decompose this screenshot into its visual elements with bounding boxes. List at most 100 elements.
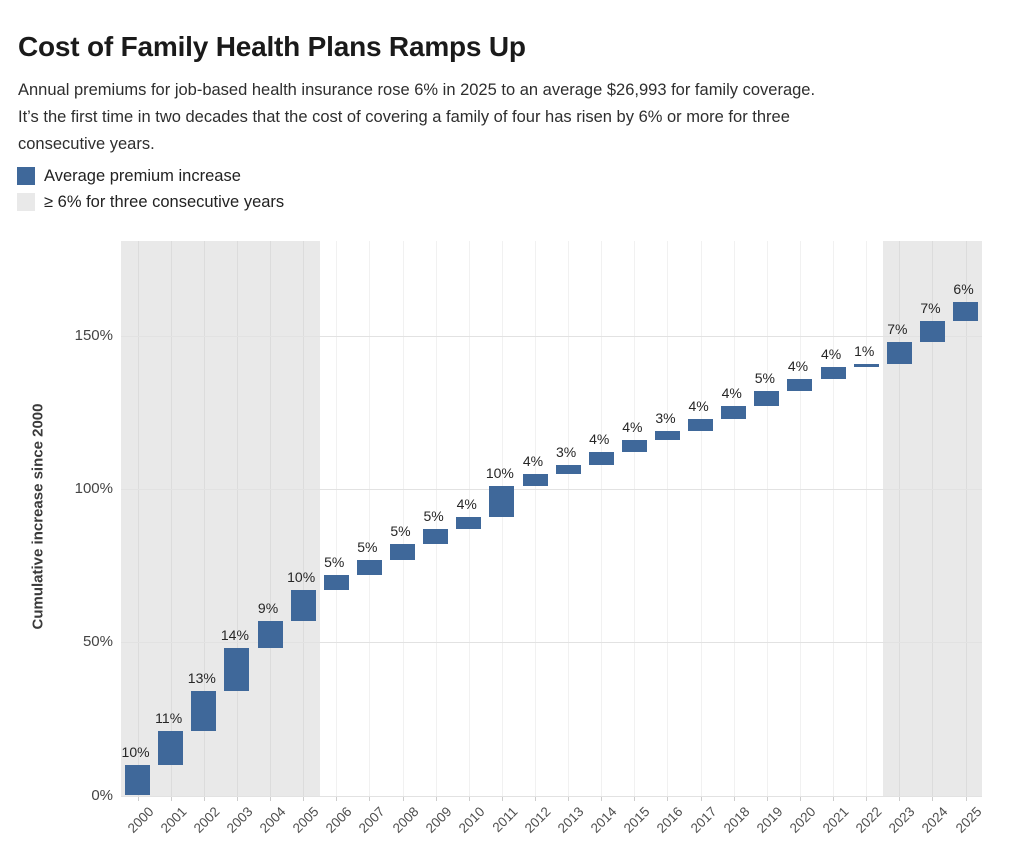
x-tick-mark — [303, 796, 305, 801]
x-tick-mark — [501, 796, 503, 801]
bar-2023 — [886, 342, 912, 364]
bar-value-label: 5% — [390, 523, 411, 540]
highlight-band — [121, 241, 320, 796]
bar-2006 — [323, 574, 349, 591]
vertical-gridline — [402, 241, 404, 796]
subtitle-line-2: It’s the first time in two decades that … — [18, 107, 790, 126]
bar-value-label: 4% — [589, 431, 610, 448]
x-tick-mark — [568, 796, 570, 801]
bar-value-label: 4% — [456, 495, 477, 512]
vertical-gridline — [535, 241, 536, 796]
bar-2007 — [356, 559, 382, 575]
legend: Average premium increase ≥ 6% for three … — [17, 163, 284, 215]
y-tick-label: 0% — [91, 786, 113, 804]
vertical-gridline — [203, 241, 205, 796]
x-tick-mark — [137, 796, 139, 801]
x-tick-mark — [468, 796, 470, 801]
legend-item-consecutive-years: ≥ 6% for three consecutive years — [17, 189, 284, 215]
bar-value-label: 7% — [887, 321, 908, 338]
vertical-gridline — [634, 241, 636, 796]
subtitle: Annual premiums for job-based health ins… — [18, 77, 1018, 158]
y-tick-label: 100% — [74, 480, 113, 498]
x-tick-mark — [700, 796, 702, 801]
x-tick-mark — [634, 796, 636, 801]
x-tick-mark — [170, 796, 172, 801]
vertical-gridline — [501, 241, 503, 796]
bar-2001 — [158, 731, 184, 765]
vertical-gridline — [568, 241, 570, 796]
x-tick-mark — [203, 796, 205, 801]
vertical-gridline — [799, 241, 801, 796]
bar-2018 — [721, 406, 747, 419]
x-tick-mark — [601, 796, 603, 801]
bar-value-label: 4% — [522, 452, 544, 469]
bar-2017 — [688, 418, 714, 431]
bar-2021 — [820, 366, 846, 379]
bar-value-label: 5% — [754, 370, 775, 387]
vertical-gridline — [435, 241, 437, 796]
bar-2015 — [621, 440, 647, 453]
x-tick-mark — [402, 796, 404, 801]
subtitle-line-3: consecutive years. — [18, 134, 155, 153]
bar-2014 — [588, 452, 614, 465]
bar-2012 — [522, 473, 548, 487]
vertical-gridline — [170, 241, 172, 796]
x-tick-mark — [799, 796, 801, 801]
x-tick-mark — [866, 796, 868, 801]
x-tick-mark — [932, 796, 934, 801]
legend-item-premium-increase: Average premium increase — [17, 163, 284, 189]
x-tick-mark — [435, 796, 437, 801]
vertical-gridline — [866, 241, 868, 796]
page-title: Cost of Family Health Plans Ramps Up — [18, 30, 526, 62]
y-axis-title: Cumulative increase since 2000 — [29, 403, 47, 630]
x-tick-mark — [270, 796, 272, 801]
x-tick-mark — [766, 796, 768, 801]
x-tick-mark — [965, 796, 967, 801]
bar-value-label: 4% — [622, 419, 643, 436]
bar-value-label: 5% — [357, 538, 378, 555]
bar-value-label: 4% — [688, 397, 709, 414]
x-tick-mark — [899, 796, 901, 801]
bar-2025 — [953, 302, 979, 321]
bar-value-label: 10% — [121, 743, 150, 760]
bar-2019 — [754, 391, 780, 407]
bar-value-label: 3% — [655, 410, 676, 426]
bar-value-label: 4% — [721, 385, 742, 402]
bar-2005 — [290, 590, 316, 621]
horizontal-gridline — [121, 795, 983, 797]
bar-value-label: 6% — [953, 281, 974, 298]
vertical-gridline — [601, 241, 603, 796]
vertical-gridline — [336, 241, 338, 796]
vertical-gridline — [733, 241, 735, 796]
x-tick-mark — [535, 796, 536, 801]
bar-value-label: 3% — [555, 443, 577, 460]
bar-2008 — [390, 544, 416, 560]
bar-2022 — [853, 363, 879, 367]
x-tick-mark — [667, 796, 669, 801]
vertical-gridline — [236, 241, 238, 796]
legend-label: Average premium increase — [44, 166, 241, 185]
bar-value-label: 11% — [155, 710, 183, 727]
vertical-gridline — [303, 241, 305, 796]
bar-value-label: 9% — [257, 599, 279, 616]
bar-value-label: 4% — [820, 345, 842, 362]
x-tick-mark — [833, 796, 835, 801]
y-tick-label: 50% — [82, 633, 113, 651]
bar-2011 — [489, 486, 515, 517]
vertical-gridline — [700, 241, 702, 796]
bar-2004 — [257, 620, 283, 649]
subtitle-line-1: Annual premiums for job-based health ins… — [18, 80, 816, 99]
bar-2020 — [787, 378, 813, 392]
bar-value-label: 14% — [220, 627, 249, 644]
bar-2013 — [555, 464, 581, 474]
bar-value-label: 5% — [423, 508, 444, 525]
bar-2024 — [919, 320, 945, 343]
bar-value-label: 5% — [324, 553, 345, 570]
bar-value-label: 13% — [187, 670, 216, 687]
x-tick-mark — [369, 796, 371, 801]
bar-2000 — [125, 764, 151, 796]
vertical-gridline — [137, 241, 139, 796]
legend-swatch-blue — [17, 167, 35, 185]
vertical-gridline — [270, 241, 272, 796]
